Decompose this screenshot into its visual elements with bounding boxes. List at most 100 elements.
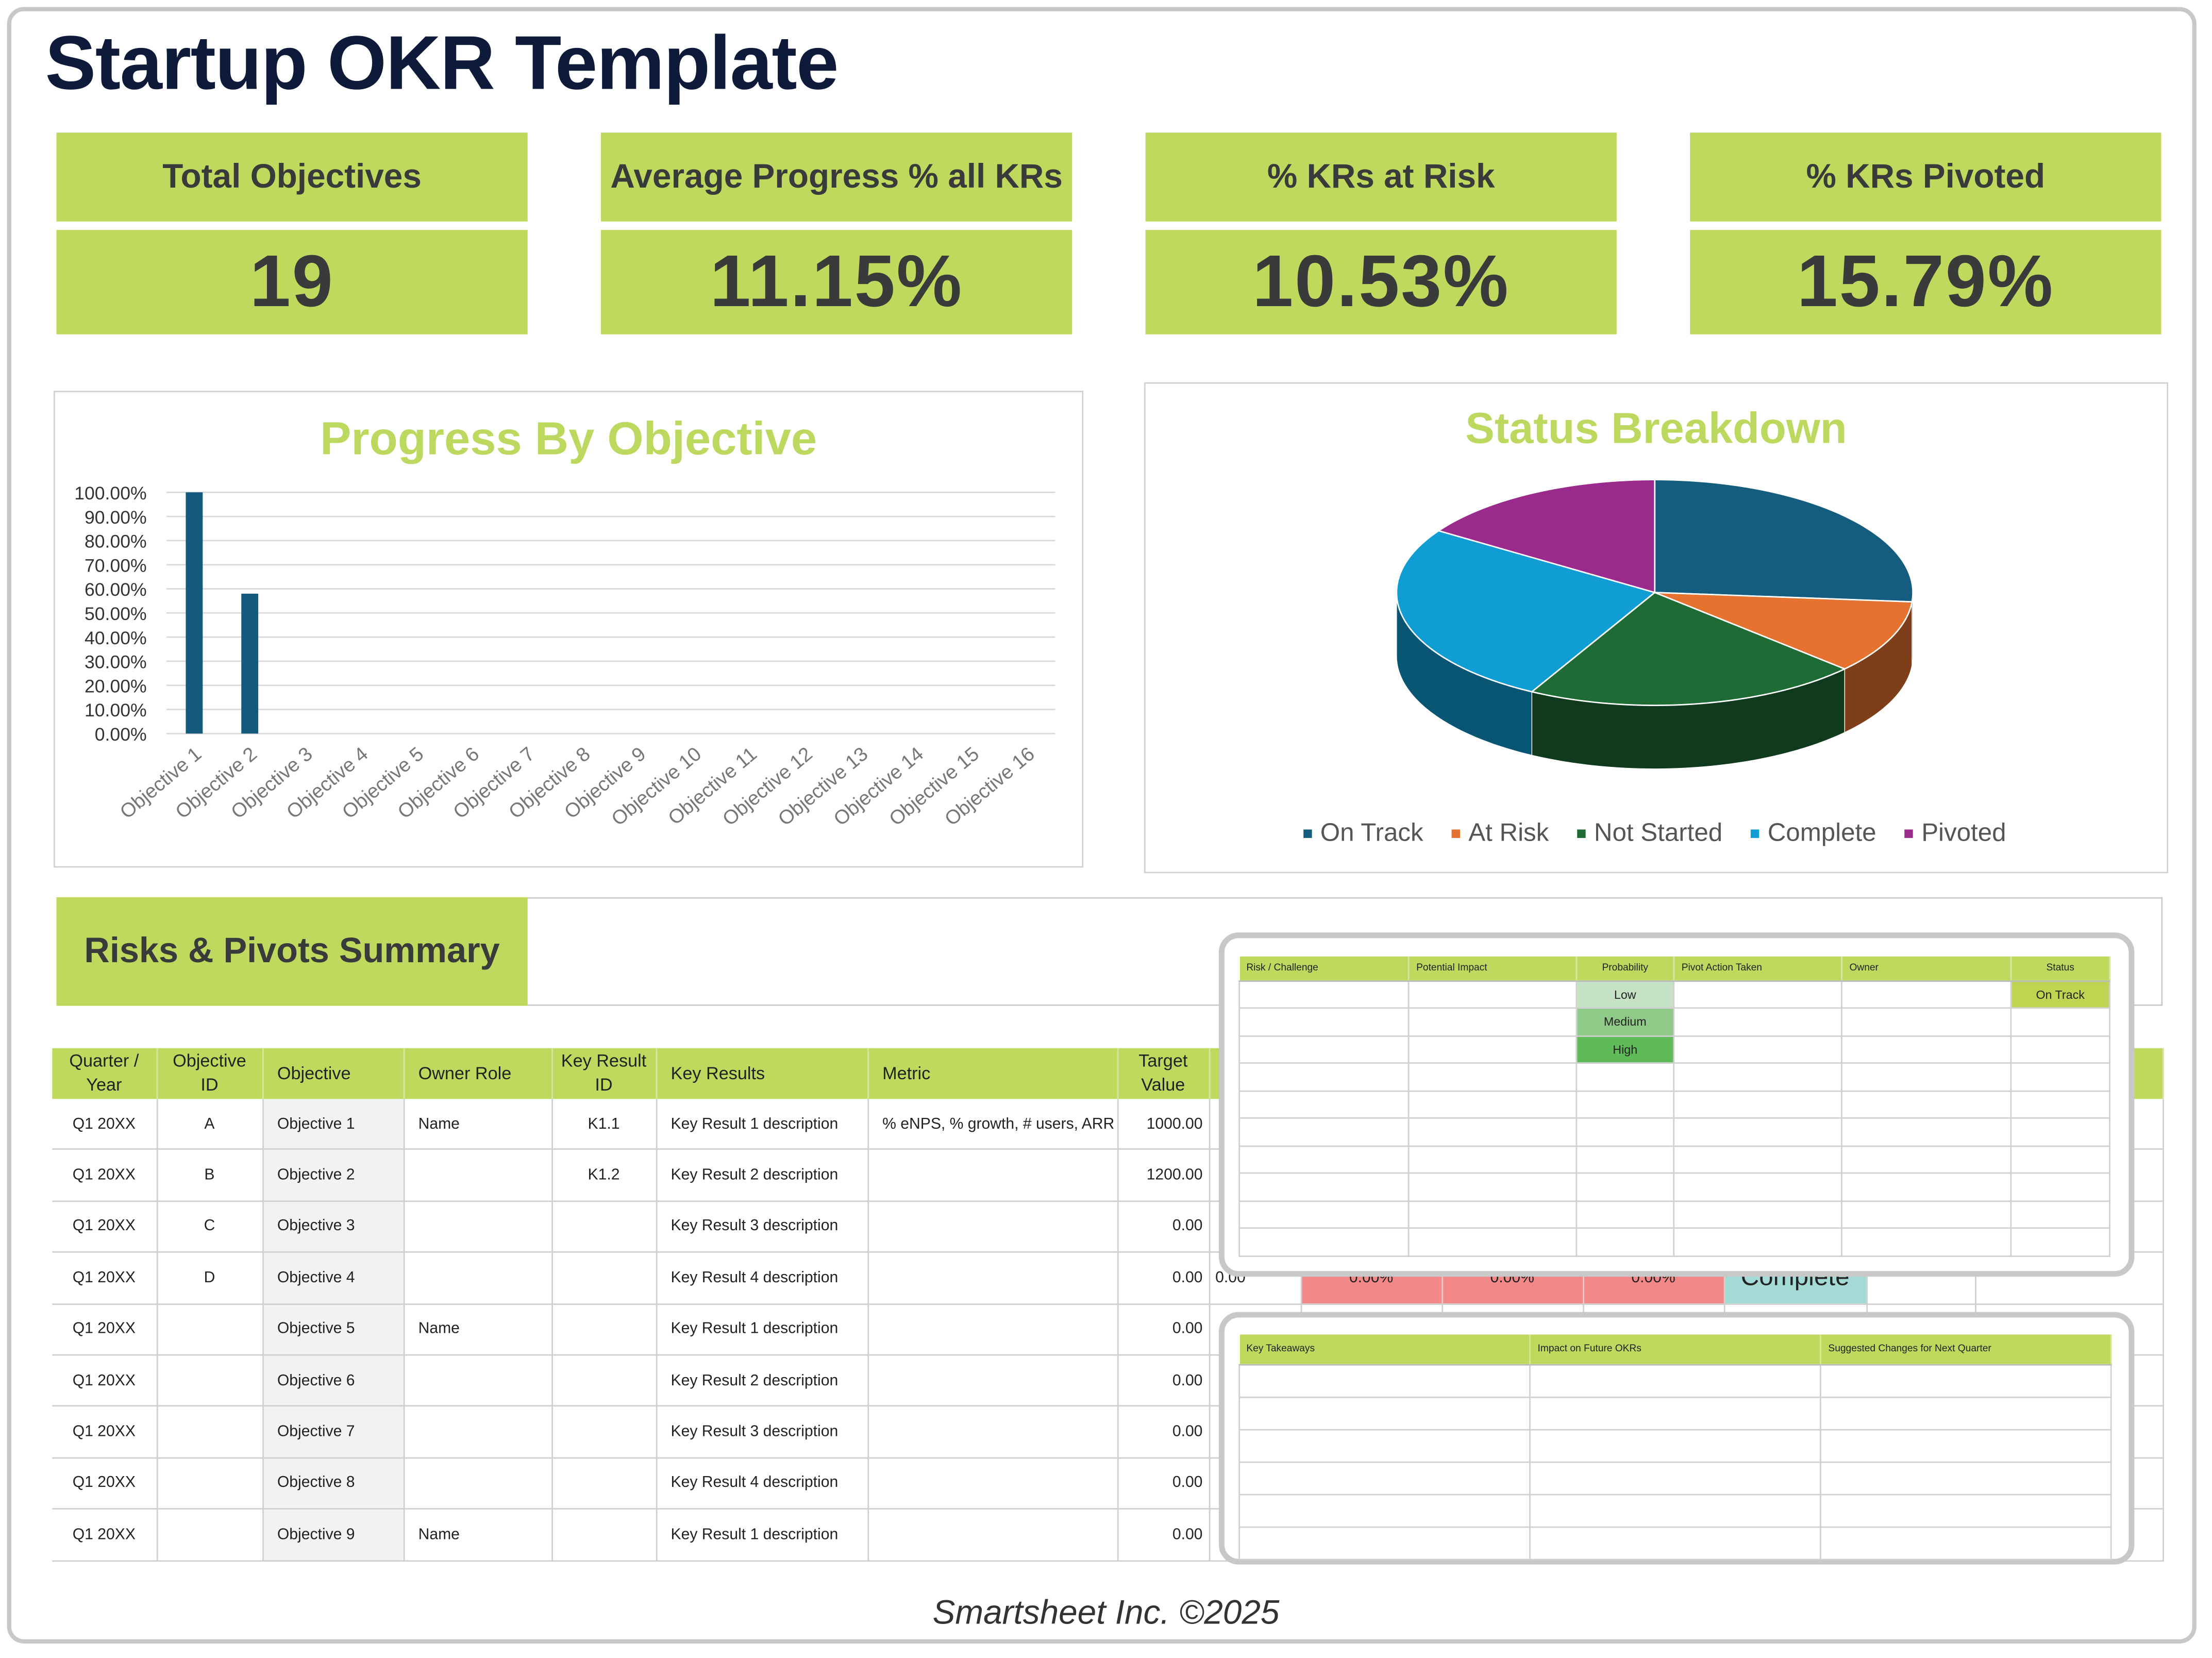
table-cell[interactable] [156, 1303, 263, 1356]
table-cell[interactable] [1409, 1035, 1578, 1064]
table-cell[interactable] [1238, 980, 1410, 1009]
table-cell[interactable]: A [156, 1099, 263, 1150]
table-cell[interactable] [403, 1252, 552, 1304]
table-cell[interactable] [403, 1458, 552, 1510]
table-cell[interactable]: D [156, 1252, 263, 1304]
column-header[interactable]: Key Result ID [551, 1048, 657, 1099]
table-cell[interactable] [551, 1509, 657, 1561]
column-header[interactable]: Objective [262, 1048, 405, 1099]
table-cell[interactable] [867, 1252, 1118, 1304]
table-cell[interactable] [1530, 1364, 1821, 1398]
table-cell[interactable] [1820, 1364, 2112, 1398]
table-cell[interactable]: Key Result 4 description [656, 1458, 868, 1510]
table-cell[interactable] [1238, 1063, 1410, 1092]
table-cell[interactable] [1841, 1035, 2012, 1064]
table-cell[interactable] [1530, 1461, 1821, 1495]
table-cell[interactable] [1576, 1063, 1675, 1092]
table-cell[interactable] [2010, 1145, 2110, 1174]
table-cell[interactable] [1409, 1228, 1578, 1257]
table-cell[interactable] [551, 1406, 657, 1459]
table-cell[interactable] [1576, 1090, 1675, 1119]
table-cell[interactable]: Name [403, 1303, 552, 1356]
table-cell[interactable]: 1000.00 [1117, 1099, 1210, 1150]
table-cell[interactable] [1238, 1145, 1410, 1174]
table-cell[interactable] [1409, 980, 1578, 1009]
table-cell[interactable] [1238, 1173, 1410, 1201]
table-cell[interactable]: Objective 2 [262, 1149, 405, 1202]
table-cell[interactable] [1238, 1035, 1410, 1064]
table-cell[interactable] [1673, 1063, 1842, 1092]
table-cell[interactable] [1530, 1396, 1821, 1430]
table-cell[interactable]: Key Result 3 description [656, 1201, 868, 1253]
table-cell[interactable] [2010, 1200, 2110, 1229]
table-cell[interactable]: % eNPS, % growth, # users, ARR [867, 1099, 1118, 1150]
table-cell[interactable] [551, 1354, 657, 1407]
progress-chart-panel[interactable]: Progress By Objective [54, 391, 1084, 868]
table-cell[interactable] [1238, 1494, 1531, 1528]
table-cell[interactable] [867, 1406, 1118, 1459]
table-cell[interactable]: Objective 1 [262, 1099, 405, 1150]
table-cell[interactable] [1238, 1200, 1410, 1229]
table-cell[interactable]: 0.00 [1117, 1458, 1210, 1510]
column-header[interactable]: Suggested Changes for Next Quarter [1820, 1334, 2112, 1365]
column-header[interactable]: Potential Impact [1409, 956, 1578, 981]
table-cell[interactable] [1238, 1090, 1410, 1119]
table-cell[interactable]: K1.2 [551, 1149, 657, 1202]
column-header[interactable]: Objective ID [156, 1048, 263, 1099]
table-cell[interactable]: Medium [1576, 1008, 1675, 1036]
table-cell[interactable] [1841, 1173, 2012, 1201]
table-cell[interactable] [2010, 1118, 2110, 1146]
pie-slice-on-track[interactable] [1654, 479, 1914, 603]
table-cell[interactable] [156, 1509, 263, 1561]
table-cell[interactable]: Name [403, 1509, 552, 1561]
column-header[interactable]: Pivot Action Taken [1673, 956, 1842, 981]
table-cell[interactable] [1841, 1118, 2012, 1146]
pie-slice-complete[interactable] [1396, 530, 1656, 693]
table-cell[interactable] [2010, 1035, 2110, 1064]
table-cell[interactable] [156, 1406, 263, 1459]
table-cell[interactable] [1820, 1461, 2112, 1495]
table-cell[interactable] [1820, 1526, 2112, 1560]
pie-slice-at-risk[interactable] [1654, 592, 1913, 670]
table-cell[interactable] [1530, 1526, 1821, 1560]
table-cell[interactable]: Low [1576, 980, 1675, 1009]
table-cell[interactable] [403, 1201, 552, 1253]
table-cell[interactable] [1576, 1228, 1675, 1257]
bar-2[interactable] [241, 593, 259, 734]
table-cell[interactable]: 0.00 [1117, 1303, 1210, 1356]
table-cell[interactable] [1673, 1200, 1842, 1229]
table-cell[interactable] [867, 1354, 1118, 1407]
table-cell[interactable]: Objective 8 [262, 1458, 405, 1510]
table-cell[interactable] [2010, 1008, 2110, 1036]
table-cell[interactable] [1576, 1118, 1675, 1146]
table-cell[interactable]: Key Result 1 description [656, 1099, 868, 1150]
table-cell[interactable]: 0.00 [1117, 1406, 1210, 1459]
table-cell[interactable] [1576, 1200, 1675, 1229]
table-cell[interactable]: 0.00 [1117, 1509, 1210, 1561]
table-cell[interactable]: Key Result 1 description [656, 1509, 868, 1561]
table-cell[interactable] [1673, 1173, 1842, 1201]
table-cell[interactable] [1841, 980, 2012, 1009]
column-header[interactable]: Metric [867, 1048, 1118, 1099]
table-cell[interactable]: Objective 3 [262, 1201, 405, 1253]
table-cell[interactable] [551, 1303, 657, 1356]
table-cell[interactable]: Objective 7 [262, 1406, 405, 1459]
table-cell[interactable] [1409, 1173, 1578, 1201]
table-cell[interactable] [867, 1149, 1118, 1202]
table-cell[interactable] [1820, 1396, 2112, 1430]
column-header[interactable]: Impact on Future OKRs [1530, 1334, 1821, 1365]
table-cell[interactable]: Q1 20XX [52, 1458, 158, 1510]
table-cell[interactable] [1238, 1364, 1531, 1398]
table-cell[interactable] [1238, 1396, 1531, 1430]
table-cell[interactable]: Name [403, 1099, 552, 1150]
table-cell[interactable]: C [156, 1201, 263, 1253]
table-cell[interactable]: Q1 20XX [52, 1201, 158, 1253]
table-cell[interactable] [403, 1354, 552, 1407]
table-cell[interactable]: 0.00 [1117, 1201, 1210, 1253]
table-cell[interactable] [1576, 1145, 1675, 1174]
table-cell[interactable] [1409, 1145, 1578, 1174]
table-cell[interactable] [2010, 1173, 2110, 1201]
column-header[interactable]: Quarter / Year [52, 1048, 158, 1099]
table-cell[interactable] [1530, 1429, 1821, 1463]
table-cell[interactable]: Q1 20XX [52, 1406, 158, 1459]
